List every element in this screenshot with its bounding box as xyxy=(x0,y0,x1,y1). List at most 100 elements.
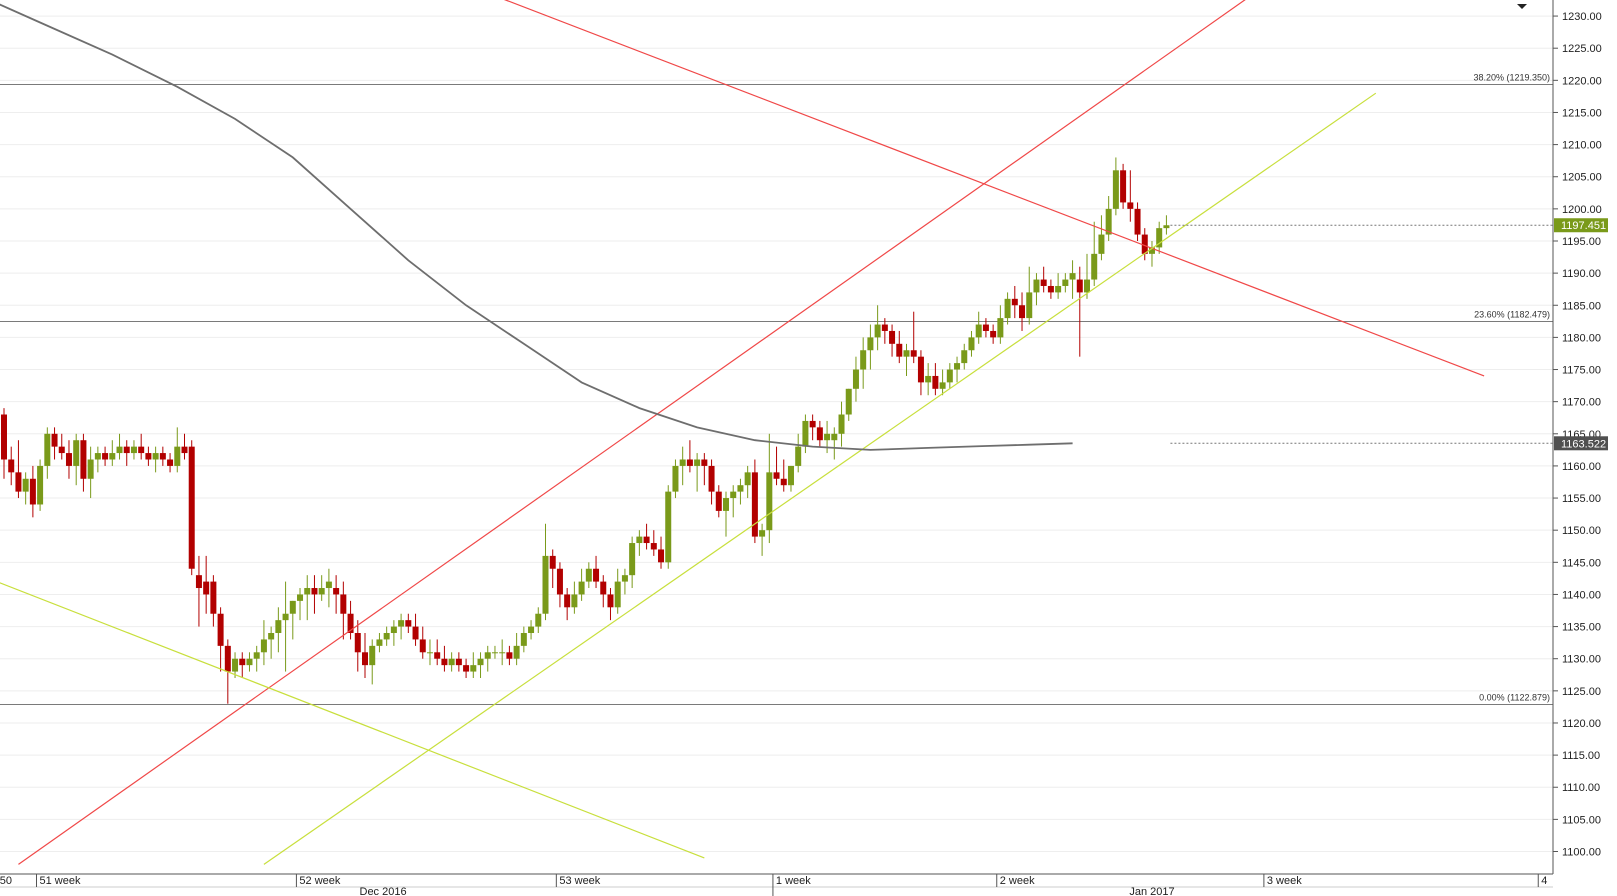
candle xyxy=(982,318,989,338)
candle xyxy=(723,491,729,537)
candle xyxy=(513,633,520,666)
candle-body xyxy=(159,453,166,460)
candle-body xyxy=(188,446,195,569)
candle xyxy=(889,324,896,357)
candle-body xyxy=(650,543,657,550)
trendline-green-down xyxy=(0,582,705,859)
candle xyxy=(44,427,51,479)
candle-body xyxy=(961,350,968,364)
candle-body xyxy=(325,581,332,589)
candle xyxy=(852,356,859,402)
candle xyxy=(369,639,376,685)
candle-body xyxy=(658,549,665,563)
candle-body xyxy=(585,568,592,582)
candle-body xyxy=(917,356,924,383)
candle-body xyxy=(506,652,513,659)
candle-body xyxy=(376,639,383,646)
candle-body xyxy=(556,568,563,595)
y-tick-label: 1220.00 xyxy=(1562,75,1602,87)
candle xyxy=(80,433,87,492)
candle xyxy=(181,433,188,460)
candle xyxy=(491,645,498,659)
candle xyxy=(340,581,347,640)
candle-body xyxy=(723,498,729,511)
price-tag: 1163.522 xyxy=(1554,436,1608,451)
candle xyxy=(874,305,881,351)
candle-body xyxy=(167,459,174,466)
y-tick-label: 1130.00 xyxy=(1562,654,1601,666)
candle xyxy=(1163,215,1170,235)
candle-body xyxy=(29,478,36,505)
candle-body xyxy=(1040,279,1047,286)
candle xyxy=(867,324,874,370)
candle-body xyxy=(990,330,997,338)
candles xyxy=(1,157,1170,704)
candle-body xyxy=(932,375,939,389)
candle xyxy=(73,433,80,486)
candle-body xyxy=(15,472,22,492)
candle-body xyxy=(896,343,903,357)
candle-body xyxy=(1026,292,1033,319)
candle xyxy=(289,600,296,640)
candle xyxy=(1127,170,1134,222)
candle-body xyxy=(65,453,72,466)
candle-body xyxy=(1047,285,1054,293)
x-week-label: 53 week xyxy=(559,875,600,887)
candle-body xyxy=(195,575,202,589)
candle-body xyxy=(37,465,44,505)
candle xyxy=(325,568,332,608)
candle xyxy=(239,652,246,678)
candle-body xyxy=(1134,208,1141,235)
plot-background xyxy=(0,0,1553,874)
y-tick-label: 1200.00 xyxy=(1562,204,1602,216)
candle xyxy=(925,363,932,396)
y-tick-label: 1210.00 xyxy=(1562,140,1602,152)
candle xyxy=(528,620,535,640)
candle-body xyxy=(939,382,946,389)
candle xyxy=(1040,266,1047,293)
candle-body xyxy=(1084,279,1090,293)
candle-body xyxy=(426,652,433,654)
y-tick-label: 1125.00 xyxy=(1562,686,1601,698)
candle xyxy=(123,440,130,466)
candle xyxy=(549,549,556,589)
candle xyxy=(419,626,426,659)
candle-body xyxy=(268,633,275,640)
candle xyxy=(939,369,946,396)
candle-body xyxy=(982,324,989,331)
candle xyxy=(130,440,137,460)
price-tag-label: 1197.451 xyxy=(1561,220,1606,232)
candle xyxy=(434,639,441,666)
y-tick-label: 1100.00 xyxy=(1562,847,1601,859)
candle-body xyxy=(802,420,809,447)
candle-body xyxy=(282,613,289,621)
fib-level-label: 38.20% (1219.350) xyxy=(1473,73,1550,83)
candle-body xyxy=(87,459,94,479)
candle-body xyxy=(773,472,780,479)
candle-body xyxy=(203,581,210,595)
dropdown-arrow-icon[interactable] xyxy=(1517,4,1527,9)
candle-body xyxy=(1062,279,1069,286)
candle xyxy=(715,485,722,518)
candle-body xyxy=(744,472,751,486)
candle-body xyxy=(362,652,368,666)
candle xyxy=(896,330,903,364)
candle-body xyxy=(434,652,441,659)
candle-body xyxy=(809,420,816,428)
y-tick-label: 1150.00 xyxy=(1562,525,1601,537)
candle-body xyxy=(1120,170,1127,203)
candle-body xyxy=(80,440,87,479)
candle-body xyxy=(275,620,282,634)
candle-body xyxy=(824,433,831,441)
candle xyxy=(58,433,65,460)
candle xyxy=(268,626,275,659)
fib-level-label: 23.60% (1182.479) xyxy=(1474,309,1550,319)
candle xyxy=(159,446,166,466)
candle xyxy=(701,453,708,486)
candle-body xyxy=(975,324,982,338)
y-tick-label: 1230.00 xyxy=(1562,11,1602,23)
candle xyxy=(362,633,368,678)
candle xyxy=(203,555,210,614)
candle xyxy=(845,388,852,421)
